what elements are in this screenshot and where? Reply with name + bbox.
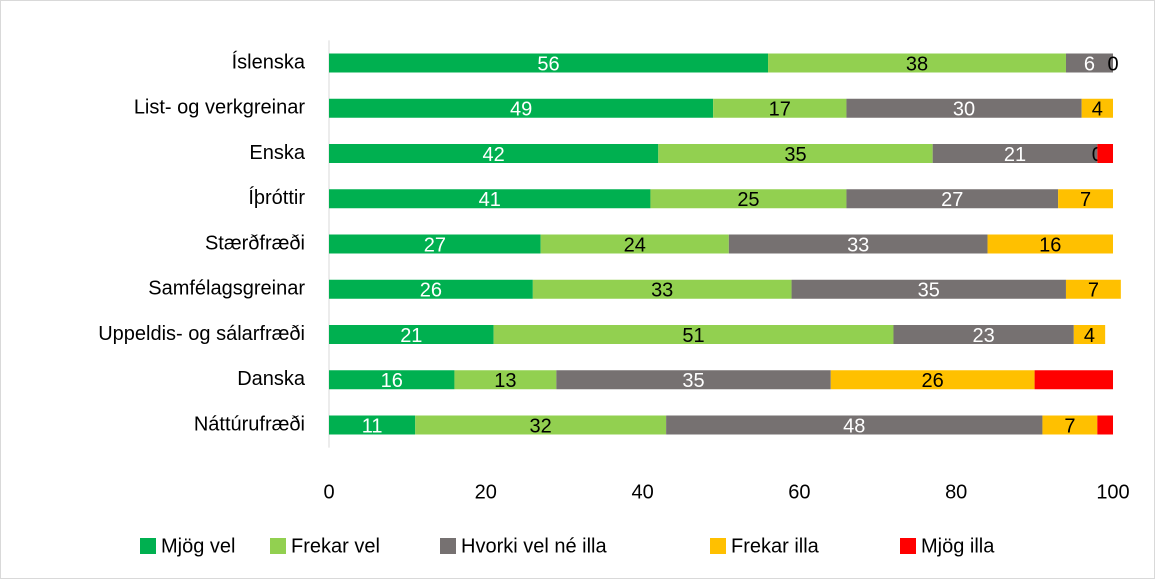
bar-segment [329, 279, 533, 299]
data-label: 35 [918, 280, 940, 302]
x-tick-label: 60 [788, 481, 810, 503]
bar-segment [1034, 370, 1113, 390]
legend-swatch [270, 538, 286, 554]
bar-segment [556, 370, 831, 390]
y-tick-label: Danska [237, 368, 306, 390]
data-label: 7 [1088, 280, 1099, 302]
bar-segment [650, 189, 847, 209]
x-tick-label: 100 [1096, 481, 1129, 503]
legend-swatch [440, 538, 456, 554]
y-tick-label: Stærðfræði [205, 232, 305, 254]
data-label: 38 [906, 53, 928, 75]
bar-segment [728, 234, 988, 254]
bar-segment [540, 234, 729, 254]
data-label: 27 [424, 234, 446, 256]
bar-segment [768, 53, 1066, 73]
data-label: 4 [1084, 325, 1095, 347]
data-label: 4 [1092, 99, 1103, 121]
bar-segment [1097, 144, 1113, 163]
bar-segment [1065, 53, 1113, 73]
bar-segment [846, 98, 1082, 118]
bar-segment [713, 98, 847, 118]
bar-segment [329, 325, 494, 344]
data-label: 7 [1064, 415, 1075, 437]
data-label: 6 [1084, 53, 1095, 75]
data-label: 16 [1039, 234, 1061, 256]
bar-segment [329, 53, 769, 73]
data-label: 56 [537, 53, 559, 75]
data-label: 51 [682, 325, 704, 347]
bar-segment [791, 279, 1066, 299]
data-label: 16 [381, 370, 403, 392]
bar-segment [932, 144, 1098, 163]
x-tick-label: 0 [323, 481, 334, 503]
data-label: 33 [651, 280, 673, 302]
legend-swatch [140, 538, 156, 554]
legend-label: Frekar illa [731, 535, 820, 557]
bar-segment [415, 415, 667, 435]
y-tick-label: Enska [249, 142, 305, 164]
legend-swatch [900, 538, 916, 554]
bar-segment [329, 144, 659, 163]
data-label: 32 [530, 415, 552, 437]
data-label: 7 [1080, 189, 1091, 211]
data-label: 24 [624, 234, 646, 256]
y-tick-label: List- og verkgreinar [134, 97, 306, 119]
data-label: 35 [784, 144, 806, 166]
bar-segment [1097, 415, 1113, 435]
bar-segment [830, 370, 1035, 390]
bar-segment [1042, 415, 1098, 435]
y-tick-label: Íþróttir [248, 186, 305, 209]
data-label: 48 [843, 415, 865, 437]
bar-segment [1065, 279, 1121, 299]
data-label: 35 [682, 370, 704, 392]
y-tick-label: Uppeldis- og sálarfræði [98, 323, 305, 345]
x-tick-label: 80 [945, 481, 967, 503]
legend-label: Mjög illa [921, 535, 995, 557]
bar-segment [658, 144, 933, 163]
bar-segment [666, 415, 1043, 435]
data-label: 41 [479, 189, 501, 211]
bar-segment [846, 189, 1059, 209]
legend-label: Frekar vel [291, 535, 380, 557]
bar-segment [329, 415, 416, 435]
data-label: 0 [1107, 53, 1118, 75]
data-label: 42 [483, 144, 505, 166]
y-tick-label: Náttúrufræði [194, 413, 305, 435]
y-tick-label: Samfélagsgreinar [148, 278, 305, 300]
bar-segment [329, 98, 714, 118]
bar-segment [1073, 325, 1106, 344]
x-tick-label: 20 [475, 481, 497, 503]
data-label: 21 [1004, 144, 1026, 166]
bar-segment [329, 370, 455, 390]
legend-label: Mjög vel [161, 535, 235, 557]
y-tick-label: Íslenska [232, 50, 306, 73]
bar-segment [1058, 189, 1113, 209]
bar-segment [893, 325, 1074, 344]
bar-segment [454, 370, 557, 390]
bar-segment [329, 189, 651, 209]
bar-segment [532, 279, 792, 299]
data-label: 25 [737, 189, 759, 211]
data-label: 23 [973, 325, 995, 347]
x-tick-label: 40 [631, 481, 653, 503]
data-label: 30 [953, 99, 975, 121]
legend-swatch [710, 538, 726, 554]
data-label: 49 [510, 99, 532, 121]
data-label: 27 [941, 189, 963, 211]
data-label: 33 [847, 234, 869, 256]
data-label: 26 [420, 280, 442, 302]
legend-label: Hvorki vel né illa [461, 535, 607, 557]
bar-segment [1081, 98, 1113, 118]
bar-segment [493, 325, 894, 344]
data-label: 21 [400, 325, 422, 347]
bar-segment [987, 234, 1113, 254]
data-label: 17 [769, 99, 791, 121]
data-label: 11 [362, 415, 383, 437]
bar-segment [329, 234, 541, 254]
data-label: 26 [922, 370, 944, 392]
data-label: 13 [494, 370, 516, 392]
